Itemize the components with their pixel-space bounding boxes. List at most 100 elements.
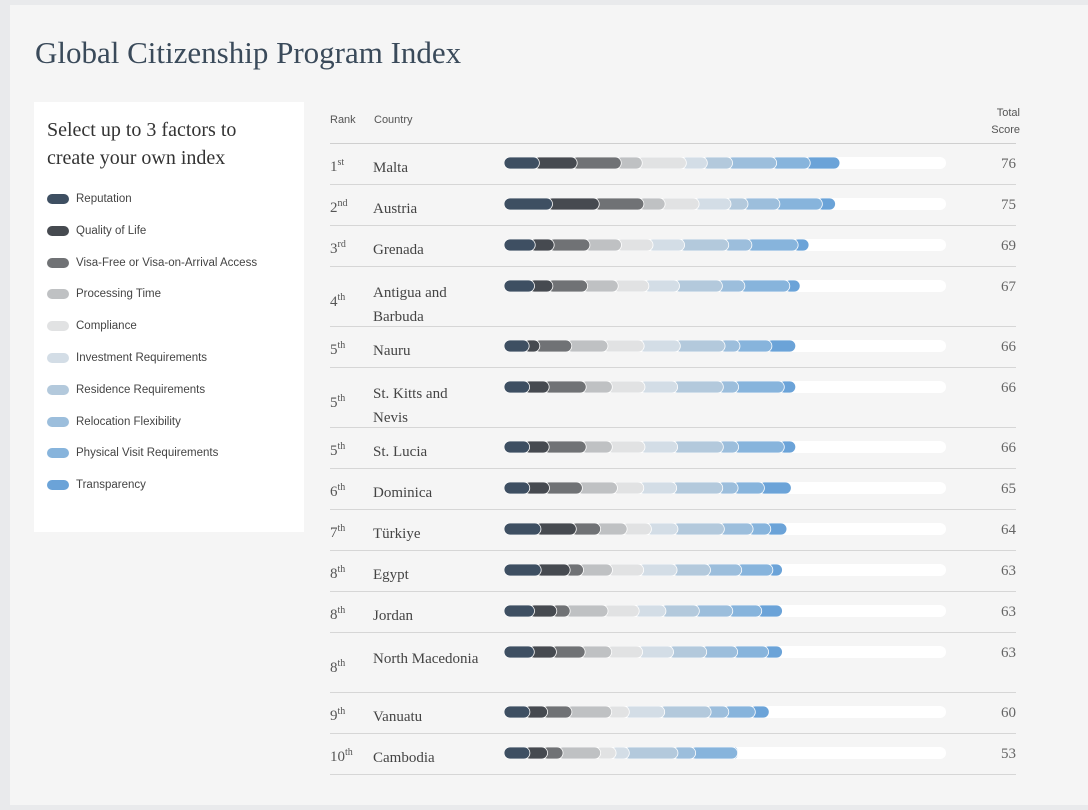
rank-number: 5 <box>330 342 338 358</box>
rank-suffix: st <box>337 157 345 168</box>
total-score: 64 <box>1001 522 1016 538</box>
table-row: 2nd Austria 75 <box>330 185 1016 226</box>
legend-item-transparency[interactable]: Transparency <box>47 475 146 495</box>
table-row: 8th Egypt 63 <box>330 551 1016 592</box>
score-bar[interactable] <box>504 381 946 393</box>
legend-item-relocation-flexibility[interactable]: Relocation Flexibility <box>47 412 181 432</box>
bar-segment-4 <box>563 605 609 617</box>
rank-cell: 2nd <box>330 198 348 217</box>
country-name: Antigua and Barbuda <box>373 285 447 325</box>
bar-segment-9 <box>732 441 785 453</box>
legend-label: Quality of Life <box>76 224 147 237</box>
bar-segment-1 <box>504 646 535 658</box>
total-score: 67 <box>1001 279 1016 295</box>
score-bar[interactable] <box>504 340 946 352</box>
legend-label: Transparency <box>76 479 146 492</box>
score-bar[interactable] <box>504 482 946 494</box>
legend-item-compliance[interactable]: Compliance <box>47 316 137 336</box>
legend-swatch <box>47 448 69 459</box>
bar-segment-9 <box>689 747 739 759</box>
bar-segment-5 <box>635 157 687 169</box>
legend-swatch <box>47 321 69 332</box>
bar-segment-4 <box>556 747 602 759</box>
legend-item-processing-time[interactable]: Processing Time <box>47 284 161 304</box>
score-bar[interactable] <box>504 706 946 718</box>
rank-suffix: th <box>345 747 353 758</box>
rank-cell: 9th <box>330 706 345 725</box>
bar-segment-9 <box>773 198 823 210</box>
bar-segment-7 <box>671 523 725 535</box>
rank-suffix: th <box>337 441 346 452</box>
legend-label: Investment Requirements <box>76 352 208 364</box>
rank-cell: 1st <box>330 157 344 176</box>
table-row: 5th Nauru 66 <box>330 327 1016 368</box>
rank-suffix: th <box>337 605 346 616</box>
bar-segment-3 <box>542 381 587 393</box>
score-bar[interactable] <box>504 441 946 453</box>
legend-item-investment-requirements[interactable]: Investment Requirements <box>47 348 207 368</box>
table-row: 5th St. Kitts and Nevis 66 <box>330 368 1016 428</box>
index-page: Global Citizenship Program Index Select … <box>10 5 1088 805</box>
total-score: 66 <box>1001 339 1016 355</box>
legend-label: Visa-Free or Visa-on-Arrival Access <box>76 256 258 269</box>
bar-segment-1 <box>504 381 530 393</box>
score-bar[interactable] <box>504 239 946 251</box>
table-row: 8th Jordan 63 <box>330 592 1016 633</box>
table-row: 5th St. Lucia 66 <box>330 428 1016 469</box>
score-bar[interactable] <box>504 198 946 210</box>
country-name: Dominica <box>373 485 433 501</box>
rank-cell: 4th <box>330 292 345 311</box>
legend-item-residence-requirements[interactable]: Residence Requirements <box>47 380 205 400</box>
rank-cell: 10th <box>330 747 353 766</box>
total-score: 60 <box>1001 705 1016 721</box>
country-name: Jordan <box>373 608 413 624</box>
legend-label: Compliance <box>76 320 137 333</box>
rank-number: 4 <box>330 294 338 310</box>
header-divider <box>330 143 1016 144</box>
legend-label: Reputation <box>76 193 132 205</box>
bar-segment-1 <box>504 482 531 494</box>
score-bar[interactable] <box>504 157 946 169</box>
legend-heading: Select up to 3 factors to create your ow… <box>47 119 237 169</box>
bar-segment-1 <box>504 523 542 535</box>
score-bar[interactable] <box>504 523 946 535</box>
legend-swatch <box>47 416 69 427</box>
country-name: Malta <box>373 160 408 176</box>
legend-item-reputation[interactable]: Reputation <box>47 189 132 209</box>
total-score: 76 <box>1001 156 1016 172</box>
total-score: 63 <box>1001 645 1016 661</box>
table-row: 4th Antigua and Barbuda 67 <box>330 267 1016 327</box>
legend-item-quality-of-life[interactable]: Quality of Life <box>47 221 146 241</box>
score-bar[interactable] <box>504 646 946 658</box>
rank-suffix: th <box>337 292 346 303</box>
rank-number: 8 <box>330 660 338 676</box>
rank-suffix: th <box>337 564 346 575</box>
bar-segment-3 <box>542 441 587 453</box>
country-name: North Macedonia <box>373 651 479 667</box>
country-header: Country <box>374 114 413 126</box>
bar-segment-7 <box>622 747 679 759</box>
score-bar[interactable] <box>504 280 946 292</box>
rank-suffix: th <box>337 340 346 351</box>
country-name: Cambodia <box>373 750 435 766</box>
rank-number: 9 <box>330 708 338 724</box>
table-row: 1st Malta 76 <box>330 144 1016 185</box>
legend-swatch <box>47 353 69 363</box>
total-score-header-line2: Score <box>991 124 1020 136</box>
bar-segment-7 <box>678 239 730 251</box>
rank-cell: 8th <box>330 658 345 677</box>
score-bar[interactable] <box>504 564 946 576</box>
country-name: Türkiye <box>373 526 421 542</box>
rank-suffix: th <box>337 658 346 669</box>
rank-suffix: th <box>337 393 346 404</box>
legend-item-visa-free-or-visa-on-arrival-access[interactable]: Visa-Free or Visa-on-Arrival Access <box>47 253 257 273</box>
bar-segment-1 <box>504 340 530 352</box>
rank-suffix: nd <box>337 198 348 209</box>
bar-segment-1 <box>504 747 531 759</box>
bar-segment-2 <box>546 198 600 210</box>
score-bar[interactable] <box>504 605 946 617</box>
legend-item-physical-visit-requirements[interactable]: Physical Visit Requirements <box>47 443 218 463</box>
score-bar[interactable] <box>504 747 946 759</box>
country-name: St. Kitts and Nevis <box>373 386 448 426</box>
legend-label: Processing Time <box>76 288 162 301</box>
